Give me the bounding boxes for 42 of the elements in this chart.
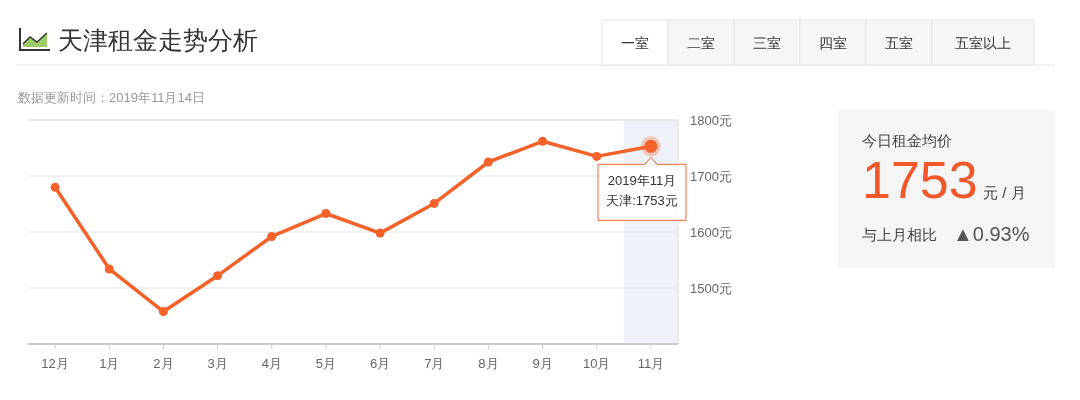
text: 五室以上 [955, 35, 1011, 51]
point [483, 157, 493, 167]
x-tick-label: 5月 [315, 356, 337, 371]
chart-subtitle: 数据更新时间：2019年11月14日 [18, 90, 205, 105]
x-tick-label: 11月 [637, 356, 665, 371]
annotation: 2019年11月 [607, 173, 677, 189]
x-tick-label: 6月 [369, 356, 391, 371]
x-tick-label: 9月 [532, 356, 553, 371]
y-tick-label: 1800元 [690, 113, 732, 128]
text: 元 / 月 [983, 184, 1026, 201]
point [213, 271, 223, 281]
point [321, 209, 331, 219]
x-tick-label: 3月 [207, 356, 228, 371]
x-tick-label: 2月 [153, 356, 174, 371]
text: 1753 [862, 151, 978, 209]
y-tick-label: 1700元 [690, 169, 732, 184]
point [158, 307, 168, 317]
x-tick-label: 7月 [424, 356, 445, 371]
chart-title: 天津租金走势分析 [58, 26, 258, 54]
x-tick-label: 8月 [478, 356, 499, 371]
point [104, 264, 114, 274]
point [50, 182, 60, 192]
text: 今日租金均价 [862, 132, 952, 149]
x-tick-label: 12月 [41, 356, 69, 371]
point [267, 231, 277, 241]
x-tick-label: 4月 [261, 356, 282, 371]
text: 与上月相比 [862, 226, 937, 243]
point [538, 136, 548, 146]
point [429, 198, 439, 208]
x-tick-label: 10月 [583, 356, 611, 371]
y-tick-label: 1500元 [690, 281, 732, 296]
text: ▲0.93% [953, 223, 1030, 245]
text: 三室 [753, 35, 781, 51]
text: 四室 [819, 35, 847, 51]
point [592, 151, 602, 161]
point [375, 228, 385, 238]
text: 一室 [621, 35, 649, 51]
text: 五室 [885, 35, 913, 51]
y-tick-label: 1600元 [690, 225, 732, 240]
annotation: 天津:1753元 [606, 193, 678, 209]
text: 二室 [687, 35, 715, 51]
x-tick-label: 1月 [99, 356, 120, 371]
